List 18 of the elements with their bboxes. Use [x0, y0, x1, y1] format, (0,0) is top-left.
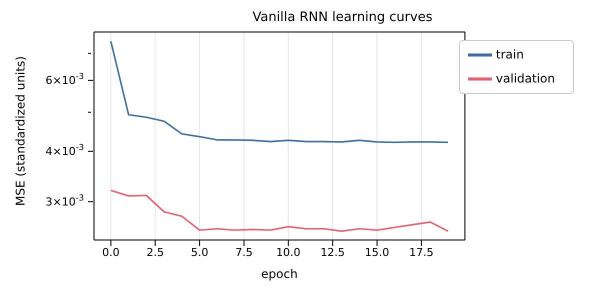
- line-series: [110, 40, 449, 144]
- legend-label: validation: [496, 71, 555, 86]
- x-tick-label: 2.5: [146, 246, 164, 259]
- y-tick-label: 3×10$^{-3}$: [46, 192, 84, 209]
- x-tick-label: 17.5: [409, 246, 434, 259]
- legend-label: train: [496, 47, 524, 62]
- line-series: [110, 190, 449, 232]
- x-tick-label: 5.0: [190, 246, 208, 259]
- x-tick-label: 10.0: [276, 246, 301, 259]
- y-tick-label: 4×10$^{-3}$: [46, 142, 84, 158]
- x-axis-title: epoch: [261, 267, 298, 281]
- x-tick-label: 7.5: [235, 246, 253, 259]
- y-axis-title: MSE (standardized units): [13, 56, 28, 206]
- x-tick-label: 0.0: [102, 246, 120, 259]
- y-tick-label: 6×10$^{-3}$: [46, 71, 84, 88]
- x-tick-label: 15.0: [364, 246, 390, 259]
- chart-title: Vanilla RNN learning curves: [251, 10, 434, 25]
- x-tick-label: 12.5: [320, 246, 345, 259]
